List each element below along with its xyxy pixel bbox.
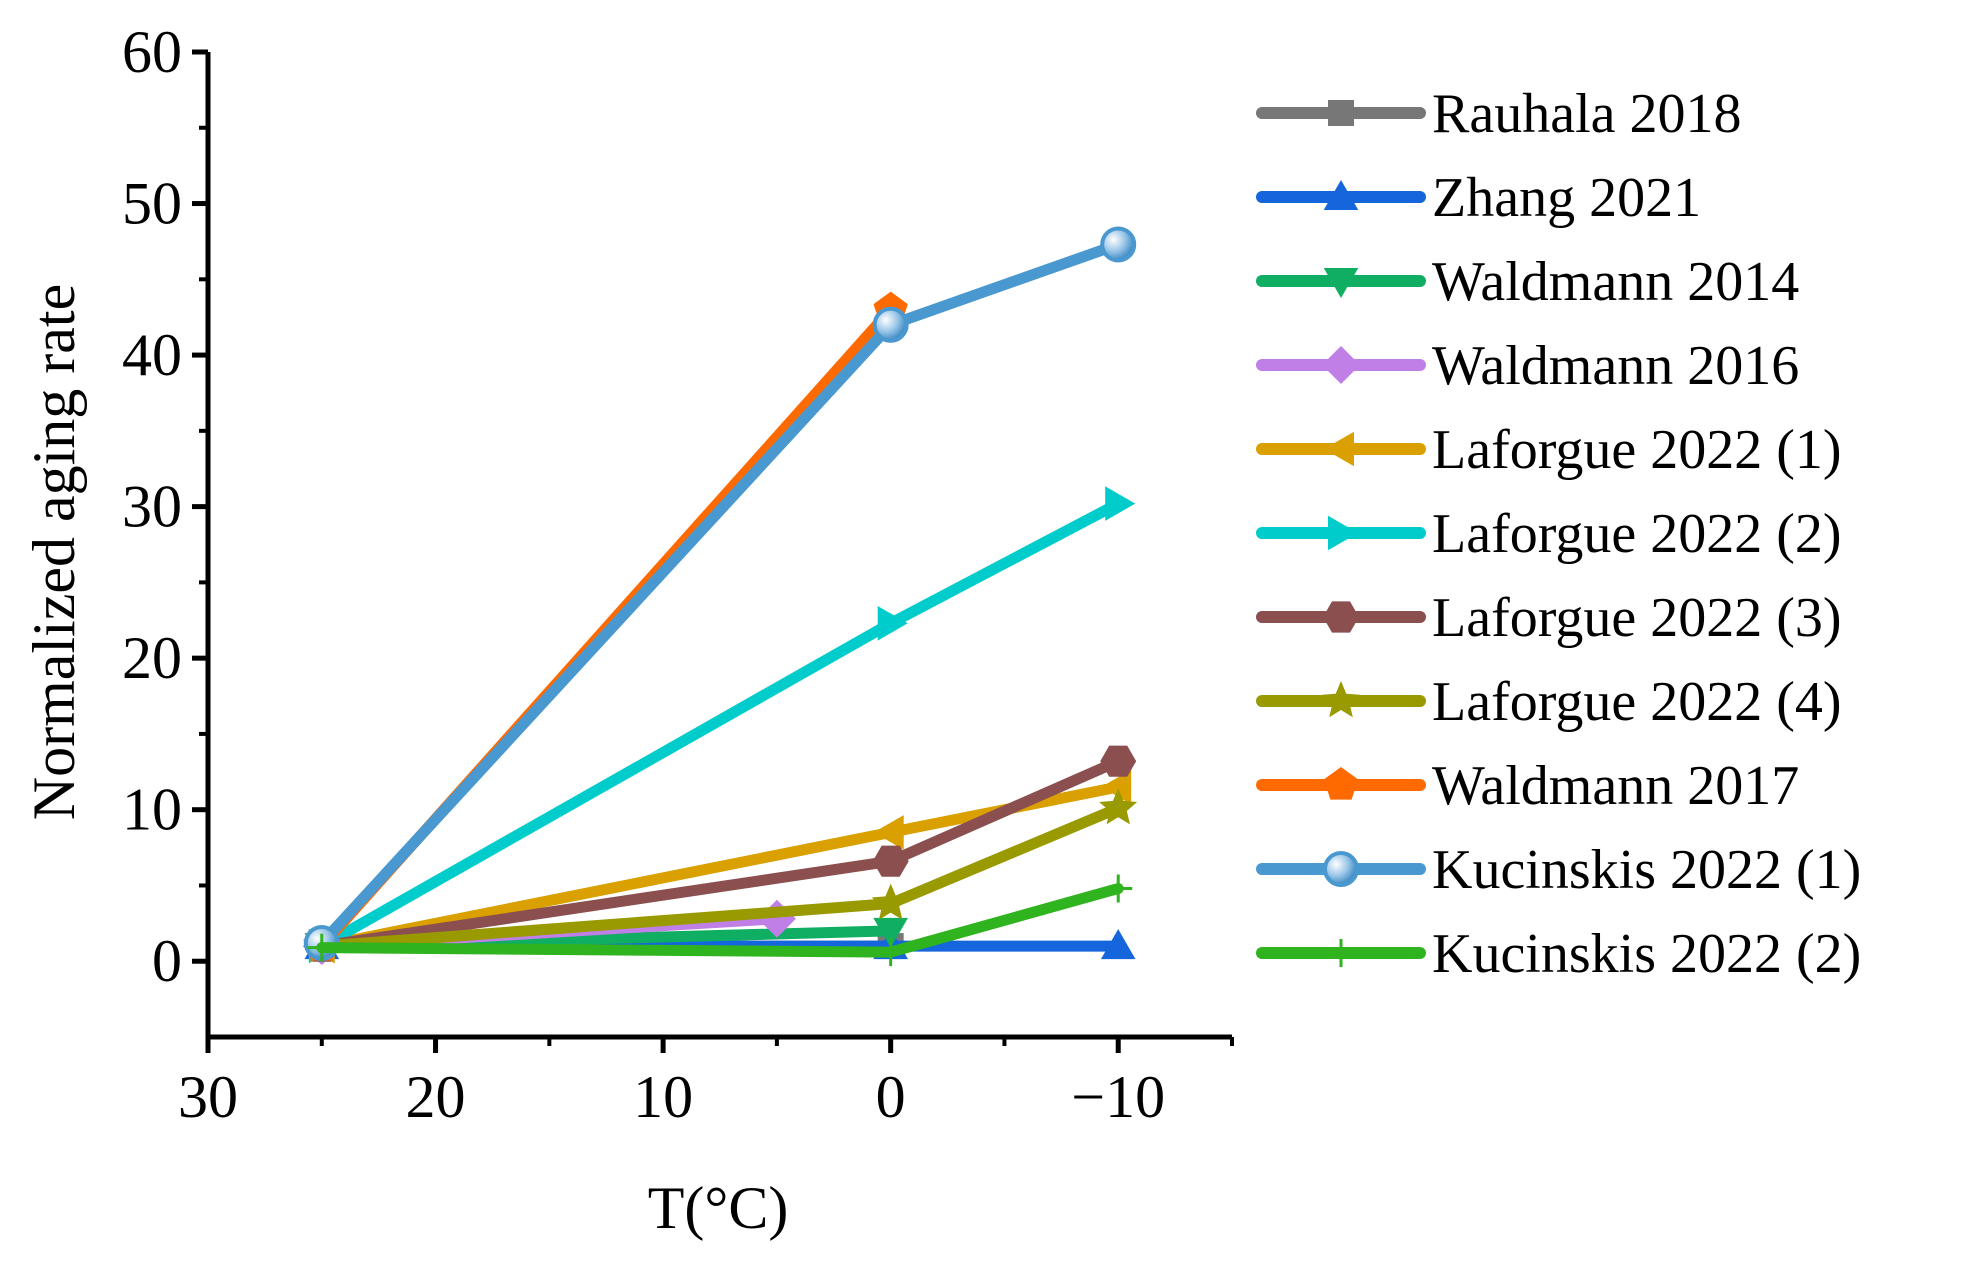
- data-point: [873, 815, 904, 850]
- y-tick-label: 0: [152, 928, 182, 994]
- legend-marker: [1323, 767, 1359, 800]
- legend-label: Waldmann 2014: [1432, 251, 1799, 313]
- data-point: [876, 938, 905, 967]
- legend-marker: [1323, 180, 1359, 210]
- legend-marker: [1327, 939, 1355, 967]
- legend-item: Kucinskis 2022 (1): [1256, 839, 1861, 901]
- legend-item: Laforgue 2022 (1): [1256, 419, 1842, 481]
- data-point: [1100, 929, 1136, 960]
- data-point: [1101, 769, 1132, 805]
- legend-marker: [1328, 515, 1358, 551]
- series-line: [316, 239, 1124, 949]
- legend-label: Rauhala 2018: [1432, 83, 1741, 145]
- series-line: [316, 498, 1124, 952]
- legend-marker: [1323, 601, 1359, 633]
- legend-item: Rauhala 2018: [1256, 83, 1741, 145]
- legend-marker: [1323, 851, 1359, 887]
- legend-item: Kucinskis 2022 (2): [1256, 923, 1861, 985]
- x-tick-label: 0: [876, 1064, 906, 1130]
- y-tick-label: 30: [122, 474, 182, 540]
- series-layer: [302, 226, 1138, 967]
- y-tick-label: 60: [122, 19, 182, 85]
- legend-item: Laforgue 2022 (2): [1256, 503, 1842, 565]
- legend-marker: [1324, 431, 1354, 467]
- data-point: [872, 306, 909, 343]
- x-tick-label: −10: [1071, 1064, 1165, 1130]
- legend-marker: [1328, 100, 1354, 126]
- legend-marker: [1323, 268, 1359, 298]
- legend-marker: [1322, 346, 1360, 384]
- legend-item: Waldmann 2014: [1256, 251, 1799, 313]
- legend-label: Kucinskis 2022 (1): [1432, 839, 1861, 901]
- legend-label: Kucinskis 2022 (2): [1432, 923, 1861, 985]
- legend-item: Zhang 2021: [1256, 167, 1701, 229]
- data-point: [873, 917, 908, 948]
- legend-item: Laforgue 2022 (4): [1256, 671, 1842, 733]
- legend-item: Laforgue 2022 (3): [1256, 587, 1842, 649]
- data-point: [1099, 788, 1138, 825]
- legend-item: Waldmann 2016: [1256, 335, 1799, 397]
- legend-label: Waldmann 2016: [1432, 335, 1799, 397]
- data-point: [1100, 745, 1137, 777]
- legend: Rauhala 2018 Zhang 2021 Waldmann 2014 Waldm…: [1256, 83, 1861, 985]
- data-point: [872, 845, 909, 877]
- data-point: [1104, 874, 1133, 903]
- legend-label: Zhang 2021: [1432, 167, 1701, 229]
- x-tick-label: 10: [633, 1064, 693, 1130]
- y-tick-label: 10: [122, 777, 182, 843]
- x-tick-label: 20: [406, 1064, 466, 1130]
- y-tick-label: 50: [122, 171, 182, 237]
- y-axis-title: Normalized aging rate: [21, 284, 87, 820]
- legend-marker: [1322, 681, 1360, 718]
- legend-label: Laforgue 2022 (1): [1432, 419, 1842, 481]
- data-point: [877, 606, 908, 641]
- x-axis-title: T(°C): [648, 1175, 789, 1241]
- series-10: [307, 874, 1133, 967]
- axes: 0 10 20 30 40 50 60 30 20 10 0 −10: [122, 19, 1234, 1130]
- legend-label: Laforgue 2022 (2): [1432, 503, 1842, 565]
- data-point: [307, 933, 336, 962]
- data-point: [1105, 486, 1136, 521]
- legend-label: Laforgue 2022 (3): [1432, 587, 1842, 649]
- x-tick-label: 30: [178, 1064, 238, 1130]
- y-tick-label: 20: [122, 625, 182, 691]
- legend-label: Waldmann 2017: [1432, 755, 1799, 817]
- y-tick-label: 40: [122, 322, 182, 388]
- data-point: [1100, 226, 1137, 263]
- legend-item: Waldmann 2017: [1256, 755, 1799, 817]
- data-point: [871, 883, 910, 920]
- legend-label: Laforgue 2022 (4): [1432, 671, 1842, 733]
